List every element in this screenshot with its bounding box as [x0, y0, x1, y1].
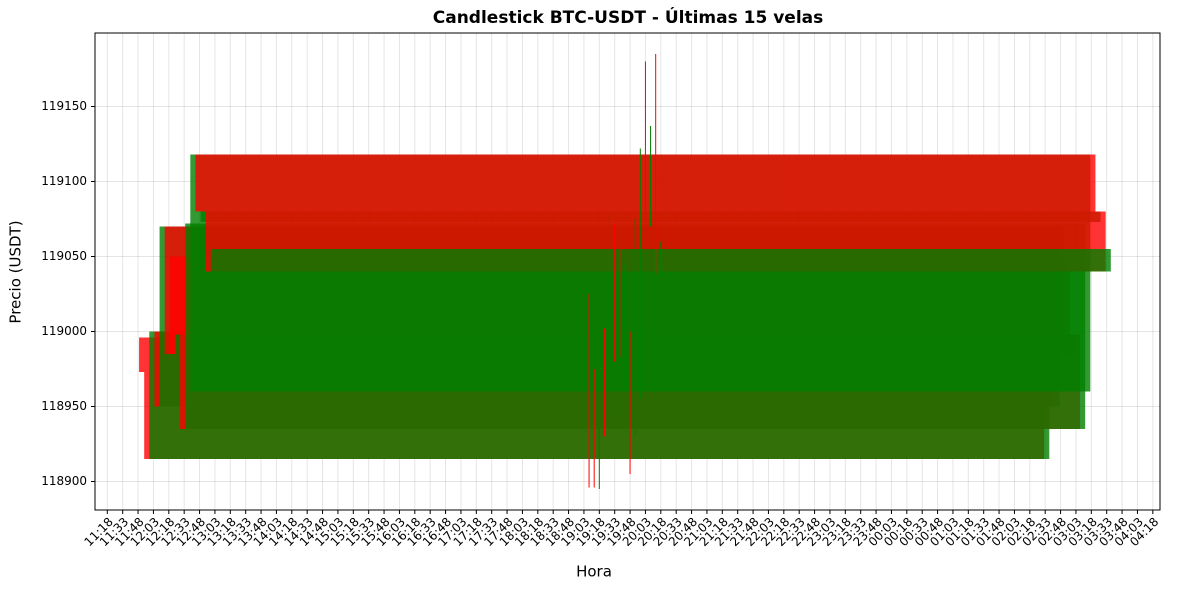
y-axis-label: Precio (USDT)	[7, 220, 25, 323]
chart-title: Candlestick BTC-USDT - Últimas 15 velas	[433, 6, 824, 28]
y-tick-label: 118900	[41, 474, 87, 488]
y-tick-label: 119050	[41, 249, 87, 263]
plot-area	[139, 54, 1111, 489]
y-tick-label: 119000	[41, 324, 87, 338]
x-axis-label: Hora	[576, 563, 612, 581]
plot-frame	[94, 32, 1161, 511]
y-tick-label: 119100	[41, 174, 87, 188]
y-tick-label: 118950	[41, 399, 87, 413]
y-tick-label: 119150	[41, 99, 87, 113]
